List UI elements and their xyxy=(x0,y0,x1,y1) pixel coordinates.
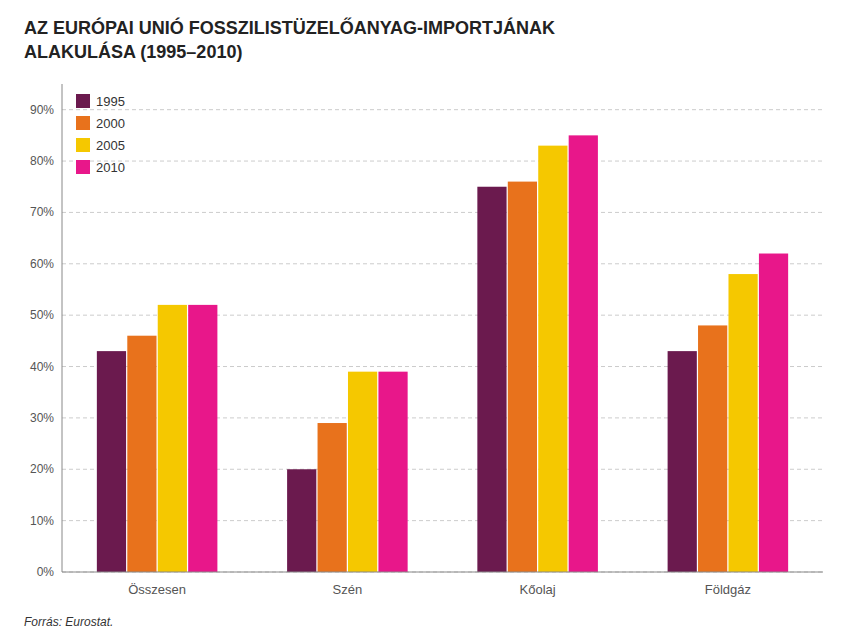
y-tick-label: 10% xyxy=(30,514,54,528)
grid-line xyxy=(62,572,823,573)
legend: 1995 2000 2005 2010 xyxy=(76,94,125,175)
bar xyxy=(759,254,788,572)
legend-label: 2005 xyxy=(96,138,125,153)
y-tick-label: 90% xyxy=(30,103,54,117)
bar xyxy=(348,372,377,572)
title-line: ALAKULÁSA (1995–2010) xyxy=(24,41,242,62)
bar xyxy=(188,305,217,572)
x-axis: Összesen Szén Kőolaj Földgáz xyxy=(128,582,751,597)
y-tick-label: 70% xyxy=(30,205,54,219)
bar xyxy=(508,182,537,572)
x-tick-label: Szén xyxy=(333,582,363,597)
legend-swatch xyxy=(76,94,90,108)
y-tick-label: 40% xyxy=(30,360,54,374)
legend-label: 2010 xyxy=(96,160,125,175)
bar xyxy=(569,135,598,572)
bar xyxy=(477,187,506,572)
bar xyxy=(318,423,347,572)
chart-svg: AZ EURÓPAI UNIÓ FOSSZILISTÜZELŐANYAG-IMP… xyxy=(0,0,843,642)
bar xyxy=(698,325,727,572)
bar xyxy=(538,146,567,572)
source: Forrás: Eurostat. xyxy=(24,615,113,629)
legend-swatch xyxy=(76,116,90,130)
grid-line xyxy=(62,212,823,213)
y-axis: 0% 10% 20% 30% 40% 50% 60% 70% 80% 90% xyxy=(30,103,823,579)
grid-line xyxy=(62,109,823,110)
bar xyxy=(668,351,697,572)
legend-swatch xyxy=(76,138,90,152)
legend-label: 2000 xyxy=(96,116,125,131)
title: AZ EURÓPAI UNIÓ FOSSZILISTÜZELŐANYAG-IMP… xyxy=(24,17,555,62)
chart-container: AZ EURÓPAI UNIÓ FOSSZILISTÜZELŐANYAG-IMP… xyxy=(0,0,843,642)
title-line: AZ EURÓPAI UNIÓ FOSSZILISTÜZELŐANYAG-IMP… xyxy=(24,17,555,38)
y-axis-line xyxy=(62,84,63,572)
x-tick-label: Földgáz xyxy=(705,582,751,597)
y-tick-label: 60% xyxy=(30,257,54,271)
y-tick-label: 80% xyxy=(30,154,54,168)
y-tick-label: 30% xyxy=(30,411,54,425)
legend-swatch xyxy=(76,160,90,174)
bar xyxy=(728,274,757,572)
bar xyxy=(97,351,126,572)
x-axis-line xyxy=(62,572,823,573)
bars xyxy=(97,135,788,572)
x-tick-label: Kőolaj xyxy=(520,582,556,597)
bar xyxy=(287,469,316,572)
y-tick-label: 0% xyxy=(37,565,55,579)
x-tick-label: Összesen xyxy=(128,582,186,597)
y-tick-label: 20% xyxy=(30,462,54,476)
grid-line xyxy=(62,161,823,162)
bar xyxy=(127,336,156,572)
bar xyxy=(158,305,187,572)
grid-line xyxy=(62,263,823,264)
y-tick-label: 50% xyxy=(30,308,54,322)
bar xyxy=(378,372,407,572)
legend-label: 1995 xyxy=(96,94,125,109)
